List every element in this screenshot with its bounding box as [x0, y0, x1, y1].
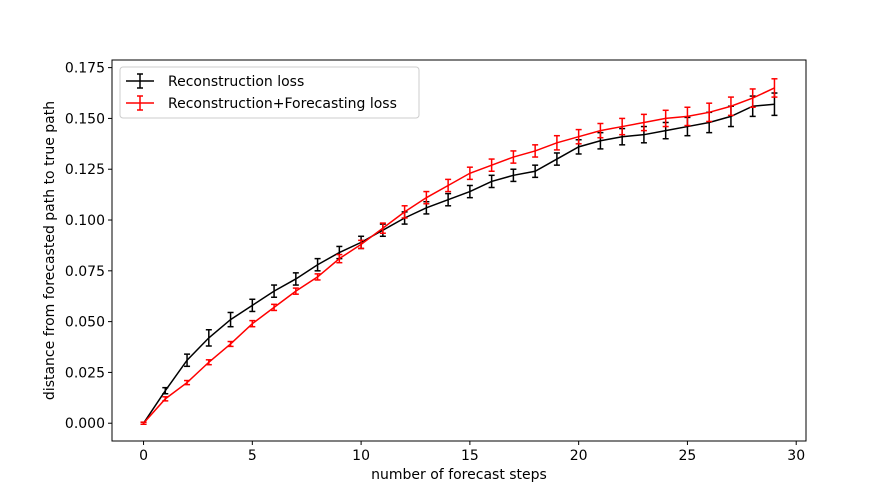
error-bar — [553, 152, 560, 166]
error-bar — [379, 222, 386, 234]
y-tick-label: 0.075 — [65, 264, 105, 280]
error-bar — [532, 164, 539, 179]
error-bar — [445, 178, 452, 193]
series-2 — [140, 78, 778, 425]
error-bar — [184, 353, 191, 368]
error-bar — [466, 166, 473, 181]
x-axis-label: number of forecast steps — [371, 467, 547, 483]
series-layer — [140, 78, 778, 425]
error-bar — [292, 287, 299, 295]
legend-label: Reconstruction+Forecasting loss — [168, 96, 397, 112]
error-bar — [771, 78, 778, 98]
series-line — [142, 103, 775, 424]
series-line — [142, 87, 775, 424]
error-bar — [249, 319, 256, 328]
error-bar — [532, 144, 539, 158]
error-bar — [445, 192, 452, 207]
error-bar — [227, 340, 234, 348]
error-bar — [249, 298, 256, 313]
error-bar — [184, 379, 191, 386]
error-bar — [292, 272, 299, 286]
error-bar — [140, 421, 147, 425]
x-tick-label: 15 — [461, 448, 479, 464]
error-bar — [271, 284, 278, 298]
error-bar — [640, 113, 647, 132]
error-bar — [401, 205, 408, 219]
error-bar — [706, 102, 713, 123]
x-axis: 0 5 10 15 20 25 30 — [139, 441, 805, 464]
error-bar — [510, 150, 517, 164]
y-axis: 0.000 0.025 0.050 0.075 0.100 0.125 0.150 0.175 — [65, 61, 112, 432]
y-tick-label: 0.150 — [65, 111, 105, 127]
x-tick-label: 10 — [352, 448, 370, 464]
error-bar — [314, 273, 321, 281]
x-tick-label: 5 — [248, 448, 257, 464]
y-tick-label: 0.025 — [65, 365, 105, 381]
y-tick-label: 0.050 — [65, 315, 105, 331]
error-bar — [488, 158, 495, 173]
error-bar — [271, 303, 278, 312]
error-bar — [205, 328, 212, 347]
legend: Reconstruction loss Reconstruction+Foreca… — [119, 66, 420, 119]
y-tick-label: 0.100 — [65, 213, 105, 229]
error-bar — [162, 396, 169, 402]
x-tick-label: 30 — [787, 448, 805, 464]
error-bar — [227, 311, 234, 328]
legend-label: Reconstruction loss — [168, 74, 304, 90]
legend-entry: Reconstruction loss — [126, 73, 304, 90]
x-tick-label: 0 — [139, 448, 148, 464]
plot-area-frame — [111, 59, 807, 442]
error-bar — [336, 253, 343, 264]
error-bar — [553, 134, 560, 151]
error-bar — [358, 239, 365, 250]
error-bar — [749, 88, 756, 108]
error-bar — [466, 184, 473, 199]
error-bar — [205, 359, 212, 366]
x-tick-label: 20 — [570, 448, 588, 464]
error-bar — [684, 106, 691, 127]
error-bar — [510, 168, 517, 183]
series-1 — [140, 92, 778, 425]
legend-entry: Reconstruction+Forecasting loss — [126, 95, 397, 112]
error-bar — [727, 96, 734, 117]
x-tick-label: 25 — [679, 448, 697, 464]
legend-box — [119, 66, 420, 119]
y-tick-label: 0.125 — [65, 162, 105, 178]
error-bar — [162, 386, 169, 395]
error-bar — [597, 122, 604, 139]
y-axis-label: distance from forecasted path to true pa… — [42, 101, 58, 400]
error-bar — [662, 109, 669, 128]
error-bar — [314, 257, 321, 272]
error-bar — [575, 128, 582, 145]
error-bar — [488, 174, 495, 189]
error-bar — [423, 190, 430, 205]
y-tick-label: 0.000 — [65, 416, 105, 432]
error-bar — [619, 117, 626, 136]
y-tick-label: 0.175 — [65, 61, 105, 77]
